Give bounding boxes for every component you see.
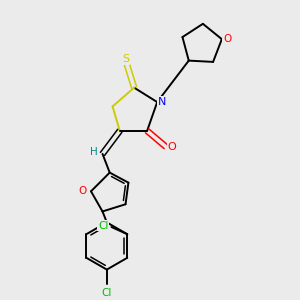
Text: N: N [158, 97, 166, 107]
Text: Cl: Cl [98, 220, 109, 231]
Text: O: O [223, 34, 231, 44]
Text: H: H [90, 147, 98, 158]
Text: O: O [168, 142, 176, 152]
Text: S: S [122, 55, 129, 64]
Text: Cl: Cl [102, 288, 112, 298]
Text: O: O [79, 186, 87, 196]
